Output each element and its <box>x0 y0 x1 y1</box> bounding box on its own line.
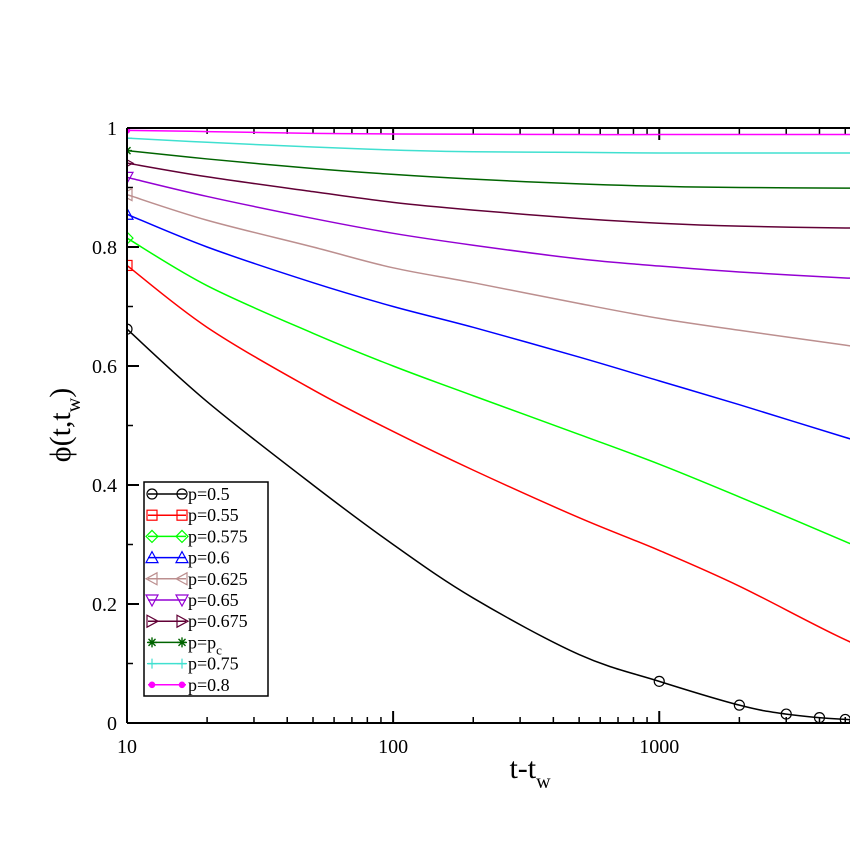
series-layer <box>127 129 850 721</box>
y-tick-label: 0.4 <box>92 475 117 497</box>
legend-marker-start-4 <box>144 571 158 586</box>
data-point-2 <box>127 231 134 245</box>
legend-marker-end-9 <box>178 681 186 689</box>
y-tick-label: 0 <box>107 713 117 735</box>
data-point-0 <box>733 699 745 711</box>
data-point-5 <box>127 171 135 185</box>
legend-marker-start-0 <box>146 488 158 500</box>
legend-marker-end-0 <box>176 488 188 500</box>
legend-marker-start-1 <box>146 509 158 521</box>
series-line-7 <box>127 149 850 189</box>
legend-box <box>143 481 269 697</box>
data-point-0 <box>780 708 792 720</box>
y-axis-label: ϕ(t,tw) <box>44 388 85 462</box>
data-point-4 <box>127 187 133 202</box>
x-tick-label: 1000 <box>639 736 679 758</box>
y-tick-label: 0.8 <box>92 237 117 259</box>
data-point-8 <box>127 133 132 144</box>
series-line-6 <box>127 162 850 229</box>
legend: p=0.5p=0.55p=0.575p=0.6p=0.625p=0.65p=0.… <box>144 484 248 695</box>
tick-labels: 1010010001000000.20.40.60.81 <box>92 118 679 758</box>
x-tick-label: 10 <box>117 736 137 758</box>
legend-label-3: p=0.6 <box>188 548 230 568</box>
series-line-3 <box>127 213 850 440</box>
legend-marker-end-8 <box>177 658 187 669</box>
data-point-0 <box>839 713 850 723</box>
series-line-4 <box>127 193 850 347</box>
legend-marker-start-7 <box>147 637 157 648</box>
legend-label-0: p=0.5 <box>188 484 230 504</box>
data-point-0 <box>127 323 133 335</box>
legend-marker-start-6 <box>146 614 160 629</box>
data-point-3 <box>127 207 135 220</box>
legend-marker-end-7 <box>177 637 187 648</box>
data-point-1 <box>127 259 133 272</box>
series-line-2 <box>127 237 850 545</box>
legend-marker-end-6 <box>176 614 190 629</box>
series-line-5 <box>127 176 850 279</box>
legend-label-2: p=0.575 <box>188 526 248 546</box>
series-line-9 <box>127 129 850 136</box>
x-axis-label: t-tw <box>509 752 551 793</box>
legend-label-6: p=0.675 <box>188 611 248 631</box>
y-tick-label: 1 <box>107 118 117 140</box>
x-tick-label: 100 <box>378 736 408 758</box>
legend-marker-start-9 <box>148 681 156 689</box>
legend-marker-start-5 <box>144 594 160 608</box>
legend-label-4: p=0.625 <box>188 569 248 589</box>
series-line-1 <box>127 264 850 643</box>
legend-marker-end-3 <box>174 550 190 564</box>
legend-label-5: p=0.65 <box>188 590 239 610</box>
legend-label-8: p=0.75 <box>188 654 239 674</box>
legend-marker-end-4 <box>174 571 188 586</box>
legend-marker-end-2 <box>175 529 189 544</box>
legend-label-9: p=0.8 <box>188 675 230 695</box>
legend-marker-start-2 <box>145 529 159 544</box>
legend-label-7: p=pc <box>188 632 222 657</box>
legend-marker-start-8 <box>147 658 157 669</box>
legend-marker-end-1 <box>176 509 188 521</box>
legend-marker-start-3 <box>144 550 160 564</box>
y-tick-label: 0.2 <box>92 594 117 616</box>
legend-marker-end-5 <box>174 594 190 608</box>
legend-label-1: p=0.55 <box>188 505 239 525</box>
y-tick-label: 0.6 <box>92 356 117 378</box>
series-line-0 <box>127 328 850 721</box>
data-point-0 <box>653 675 665 687</box>
series-line-8 <box>127 137 850 154</box>
